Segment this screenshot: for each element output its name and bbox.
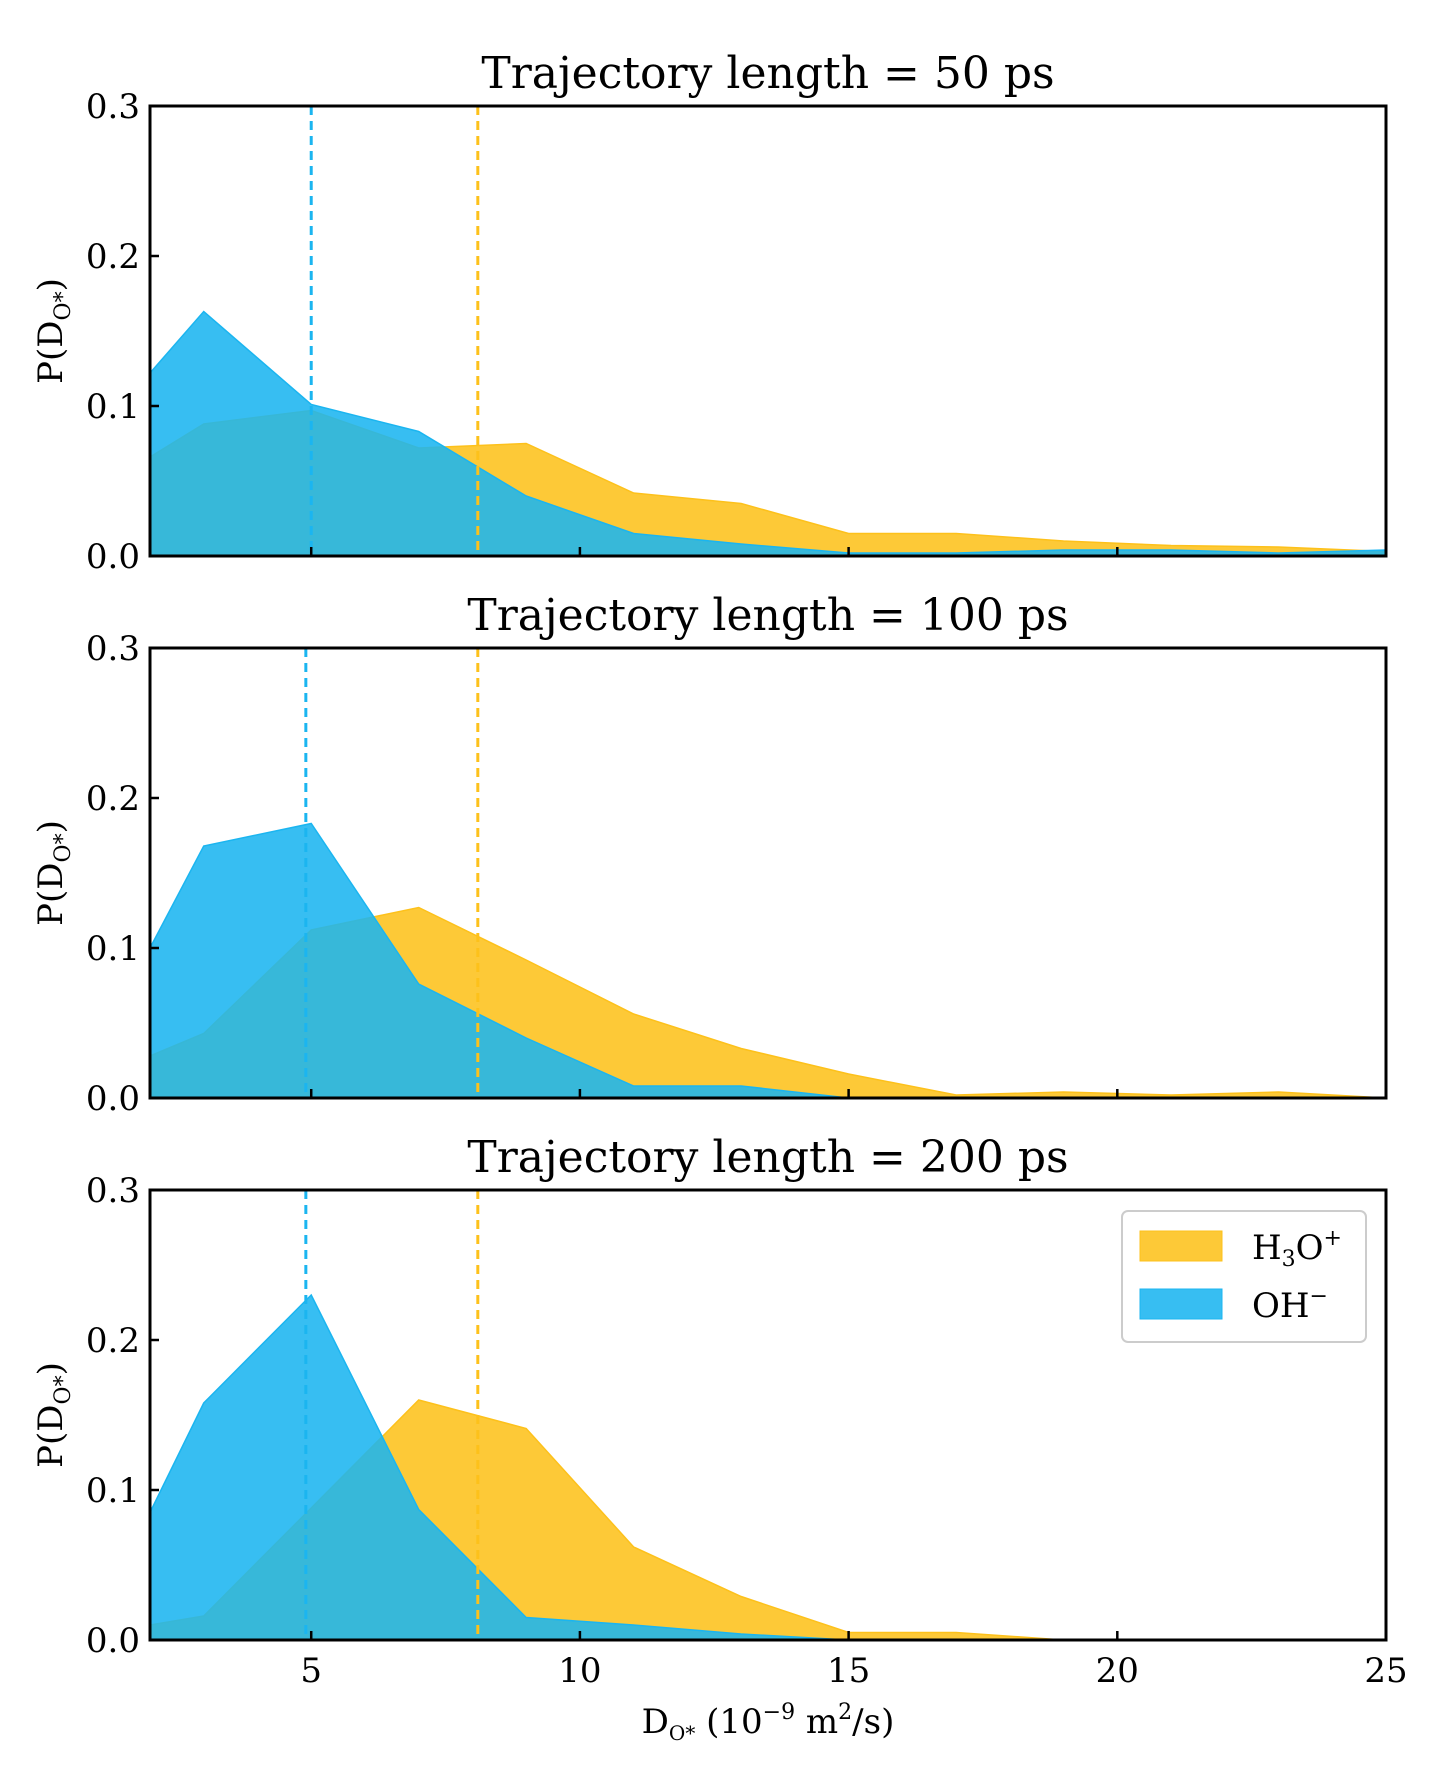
plot-frame <box>148 646 1388 1100</box>
panel-title: Trajectory length = 200 ps <box>467 1132 1068 1183</box>
x-tick-label: 20 <box>1096 1651 1139 1691</box>
y-tick-label: 0.3 <box>86 1171 140 1211</box>
y-tick-label: 0.0 <box>86 1621 140 1661</box>
y-tick-label: 0.2 <box>86 779 140 819</box>
plot-frame <box>148 1188 1388 1642</box>
y-tick-label: 0.1 <box>86 929 140 969</box>
series-areas <box>150 1293 1386 1640</box>
oh-area <box>150 1293 1386 1640</box>
y-tick-label: 0.2 <box>86 1321 140 1361</box>
x-tick-label: 25 <box>1364 1651 1407 1691</box>
y-tick-label: 0.2 <box>86 237 140 277</box>
y-tick-label: 0.3 <box>86 629 140 669</box>
legend-label-h3o: H3O+ <box>1252 1226 1342 1272</box>
y-axis-label: P(DO*) <box>31 1362 76 1468</box>
panel-1: Trajectory length = 50 ps 0.0 0.1 0.2 0.3 P(D… <box>31 48 1388 577</box>
series-areas <box>150 310 1386 556</box>
y-tick-label: 0.0 <box>86 1079 140 1119</box>
x-tick-label: 5 <box>300 1651 322 1691</box>
series-areas <box>150 822 1386 1098</box>
oh-area <box>150 310 1386 556</box>
y-tick-label: 0.0 <box>86 537 140 577</box>
x-axis-label: DO* (10−9 m2/s) <box>642 1700 895 1745</box>
legend-swatch-h3o <box>1139 1230 1223 1262</box>
x-tick-label: 15 <box>827 1651 870 1691</box>
y-tick-label: 0.3 <box>86 87 140 127</box>
y-axis-label: P(DO*) <box>31 278 76 384</box>
legend-swatch-oh <box>1139 1288 1223 1320</box>
y-tick-label: 0.1 <box>86 1471 140 1511</box>
x-tick-label: 10 <box>558 1651 601 1691</box>
panel-title: Trajectory length = 100 ps <box>467 590 1068 641</box>
panel-3: Trajectory length = 200 ps 5 10 15 20 25 0.0 0.… <box>31 1132 1408 1745</box>
y-tick-label: 0.1 <box>86 387 140 427</box>
plot-frame <box>148 104 1388 558</box>
panel-2: Trajectory length = 100 ps 0.0 0.1 0.2 0.3 P(… <box>31 590 1388 1119</box>
panel-title: Trajectory length = 50 ps <box>481 48 1054 99</box>
legend: H3O+ OH− <box>1121 1210 1367 1343</box>
oh-area <box>150 822 1386 1098</box>
legend-label-oh: OH− <box>1252 1284 1328 1326</box>
y-axis-label: P(DO*) <box>31 820 76 926</box>
